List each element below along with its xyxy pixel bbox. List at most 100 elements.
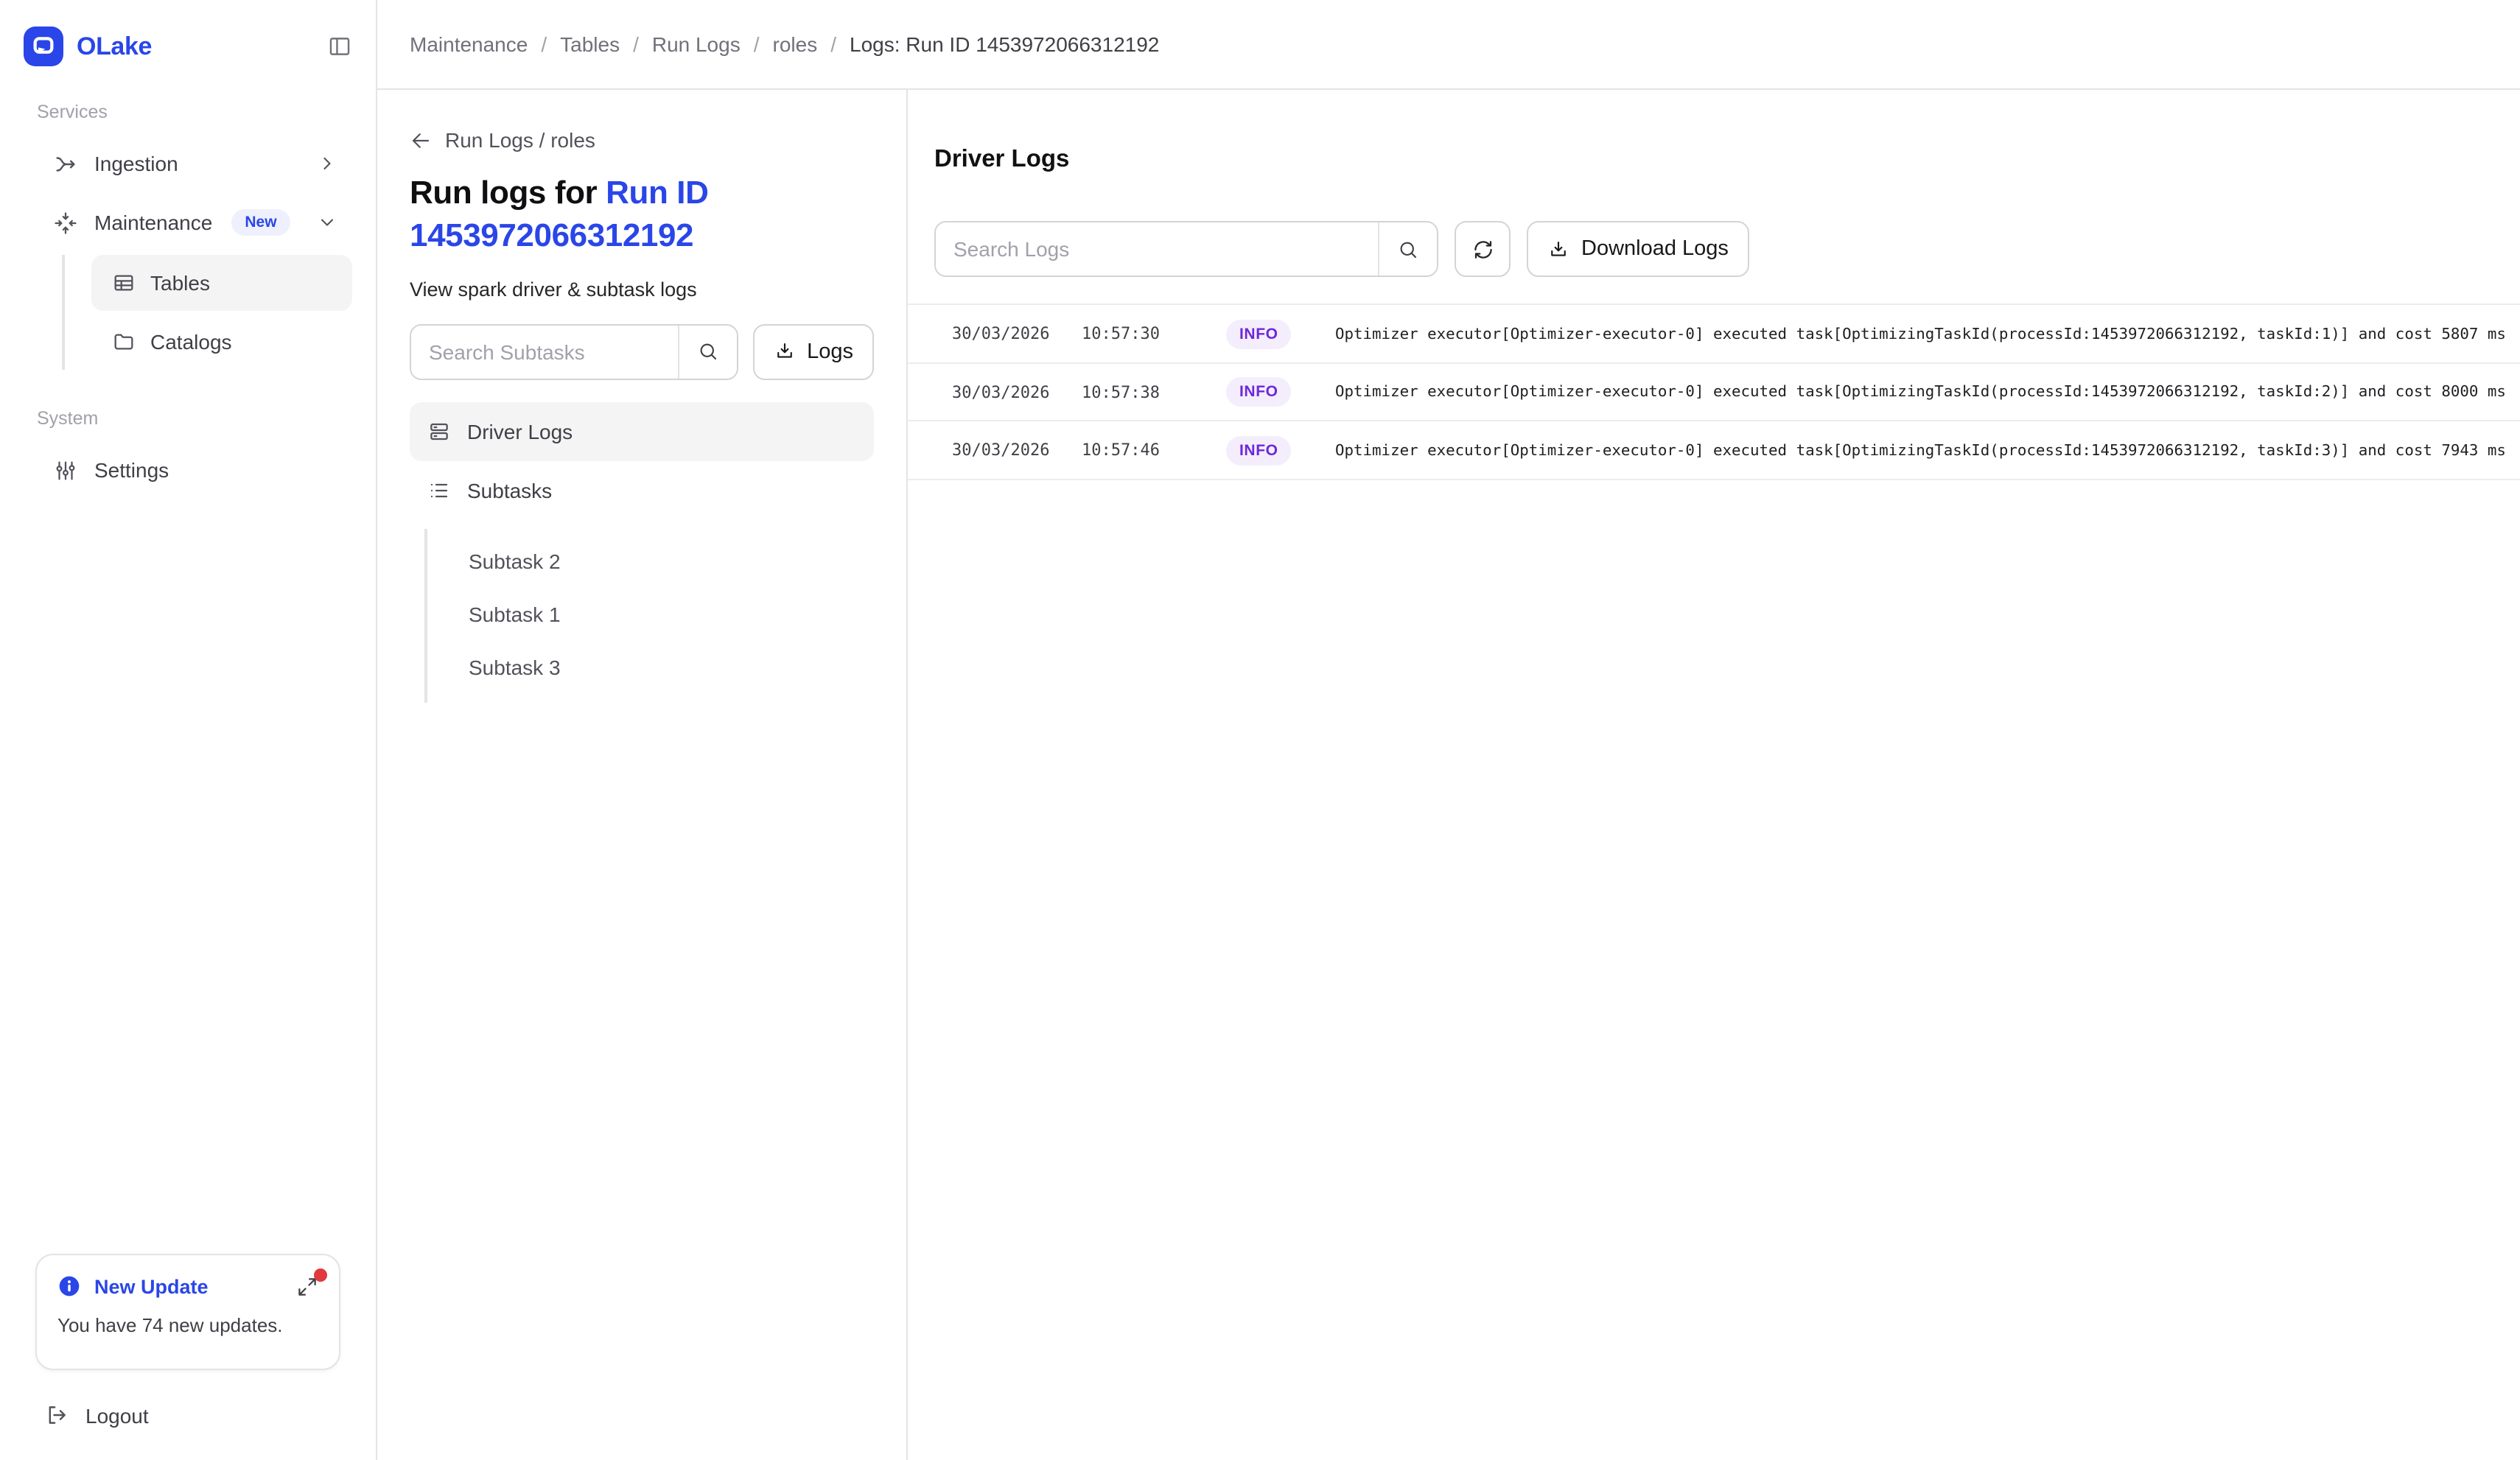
olake-logo-icon (24, 27, 63, 66)
expand-update-button[interactable] (296, 1268, 327, 1297)
sidebar-item-label: Tables (150, 271, 210, 295)
sidebar-item-settings[interactable]: Settings (24, 441, 352, 499)
logout-icon (44, 1403, 69, 1428)
logs-toolbar: Download Logs (934, 221, 2485, 278)
driver-logs-heading: Driver Logs (934, 145, 1070, 172)
breadcrumb: Maintenance / Tables / Run Logs / roles … (410, 32, 1159, 56)
logout-button[interactable]: Logout (44, 1403, 352, 1428)
update-card: New Update You have 74 new updates. (35, 1254, 340, 1370)
subtask-search-row: Logs (410, 323, 874, 380)
download-logs-button[interactable]: Download Logs (1527, 221, 1749, 278)
nav-item-label: Subtasks (467, 478, 553, 502)
server-icon (427, 419, 451, 443)
update-card-title: New Update (94, 1275, 209, 1297)
log-time: 10:57:30 (1082, 324, 1160, 344)
breadcrumb-item-roles[interactable]: roles (772, 32, 818, 56)
download-tray-icon (1547, 239, 1569, 261)
logs-search-button[interactable] (1378, 222, 1437, 276)
logo-row: OLake (24, 27, 352, 66)
panel-nav: Driver Logs Subtasks Subtask 2 Subtask 1… (410, 401, 874, 703)
merge-icon (53, 151, 78, 176)
content-area: Maintenance / Tables / Run Logs / roles … (377, 0, 2520, 1460)
log-date: 30/03/2026 (952, 382, 1050, 402)
download-logs-label: Download Logs (1581, 237, 1729, 262)
sidebar-item-label: Catalogs (150, 330, 232, 354)
sidebar-item-label: Maintenance (94, 211, 213, 234)
sidebar: OLake Services Ingestion (0, 0, 377, 1460)
log-date: 30/03/2026 (952, 324, 1050, 344)
breadcrumb-item-current: Logs: Run ID 1453972066312192 (850, 32, 1160, 56)
notification-dot (314, 1268, 327, 1281)
nav-item-subtasks[interactable]: Subtasks (410, 460, 874, 519)
breadcrumb-item-tables[interactable]: Tables (560, 32, 620, 56)
run-id-link[interactable]: Run ID 1453972066312192 (410, 174, 709, 253)
subtask-item[interactable]: Subtask 3 (457, 640, 874, 693)
topbar: Maintenance / Tables / Run Logs / roles … (377, 0, 2520, 90)
log-message: Optimizer executor[Optimizer-executor-0]… (1335, 383, 2506, 401)
log-date: 30/03/2026 (952, 441, 1050, 460)
driver-logs-main: Driver Logs (908, 90, 2520, 1460)
logs-download-button[interactable]: Logs (752, 323, 874, 380)
arrow-left-icon (410, 129, 432, 151)
brand-o: O (77, 32, 97, 60)
log-row: 30/03/2026 10:57:46 INFO Optimizer execu… (908, 422, 2520, 480)
log-time: 10:57:46 (1082, 441, 1160, 460)
nav-item-label: Driver Logs (467, 419, 573, 443)
panel-left-icon (327, 34, 352, 59)
update-card-body: You have 74 new updates. (57, 1314, 283, 1336)
search-subtasks-input[interactable] (411, 325, 678, 379)
sidebar-item-maintenance[interactable]: Maintenance New (24, 193, 352, 252)
download-tray-icon (773, 340, 795, 362)
sidebar-item-catalogs[interactable]: Catalogs (91, 314, 352, 370)
refresh-button[interactable] (1455, 221, 1511, 278)
system-section-label: System (37, 408, 99, 429)
sidebar-toggle-button[interactable] (327, 34, 352, 59)
update-card-header: New Update (57, 1268, 327, 1298)
chevron-right-icon (317, 153, 337, 174)
brand-name: OLake (77, 32, 152, 61)
log-table: 30/03/2026 10:57:30 INFO Optimizer execu… (908, 303, 2520, 480)
subtask-list: Subtask 2 Subtask 1 Subtask 3 (424, 528, 874, 703)
sidebar-item-label: Ingestion (94, 152, 178, 175)
sidebar-item-tables[interactable]: Tables (91, 255, 352, 311)
logs-button-label: Logs (807, 340, 853, 364)
magnifier-icon (696, 340, 718, 362)
breadcrumb-item-run-logs[interactable]: Run Logs (651, 32, 741, 56)
run-logs-panel: Run Logs / roles Run logs for Run ID 145… (377, 90, 908, 1460)
sidebar-item-ingestion[interactable]: Ingestion (24, 134, 352, 193)
log-message: Optimizer executor[Optimizer-executor-0]… (1335, 325, 2506, 343)
search-logs-input[interactable] (936, 222, 1378, 276)
subtask-label: Subtask 3 (469, 655, 561, 679)
sliders-icon (53, 457, 78, 482)
subtask-item[interactable]: Subtask 2 (457, 534, 874, 587)
log-message: Optimizer executor[Optimizer-executor-0]… (1335, 441, 2506, 460)
log-row: 30/03/2026 10:57:38 INFO Optimizer execu… (908, 364, 2520, 422)
chevron-down-icon (317, 212, 337, 233)
subtask-search-button[interactable] (677, 325, 737, 379)
services-section-label: Services (37, 102, 108, 122)
logout-label: Logout (85, 1403, 149, 1427)
nav-item-driver-logs[interactable]: Driver Logs (410, 401, 874, 461)
folder-icon (112, 330, 136, 354)
back-link[interactable]: Run Logs / roles (410, 128, 874, 152)
refresh-icon (1471, 239, 1494, 261)
log-row: 30/03/2026 10:57:30 INFO Optimizer execu… (908, 306, 2520, 364)
page-subtitle: View spark driver & subtask logs (410, 278, 697, 301)
converge-arrows-icon (53, 210, 78, 235)
info-circle-icon (57, 1274, 81, 1298)
subtask-search-box (410, 323, 738, 380)
list-icon (427, 478, 451, 502)
brand-rest: Lake (96, 32, 152, 60)
breadcrumb-separator: / (830, 32, 836, 56)
magnifier-icon (1397, 239, 1419, 261)
breadcrumb-item-maintenance[interactable]: Maintenance (410, 32, 528, 56)
logs-search-box (934, 221, 1438, 278)
subtask-item[interactable]: Subtask 1 (457, 587, 874, 640)
log-level-badge: INFO (1226, 377, 1292, 407)
page-body: Run Logs / roles Run logs for Run ID 145… (377, 90, 2520, 1460)
log-time: 10:57:38 (1082, 382, 1160, 402)
breadcrumb-separator: / (633, 32, 639, 56)
breadcrumb-separator: / (753, 32, 760, 56)
page-title-prefix: Run logs for (410, 174, 606, 211)
